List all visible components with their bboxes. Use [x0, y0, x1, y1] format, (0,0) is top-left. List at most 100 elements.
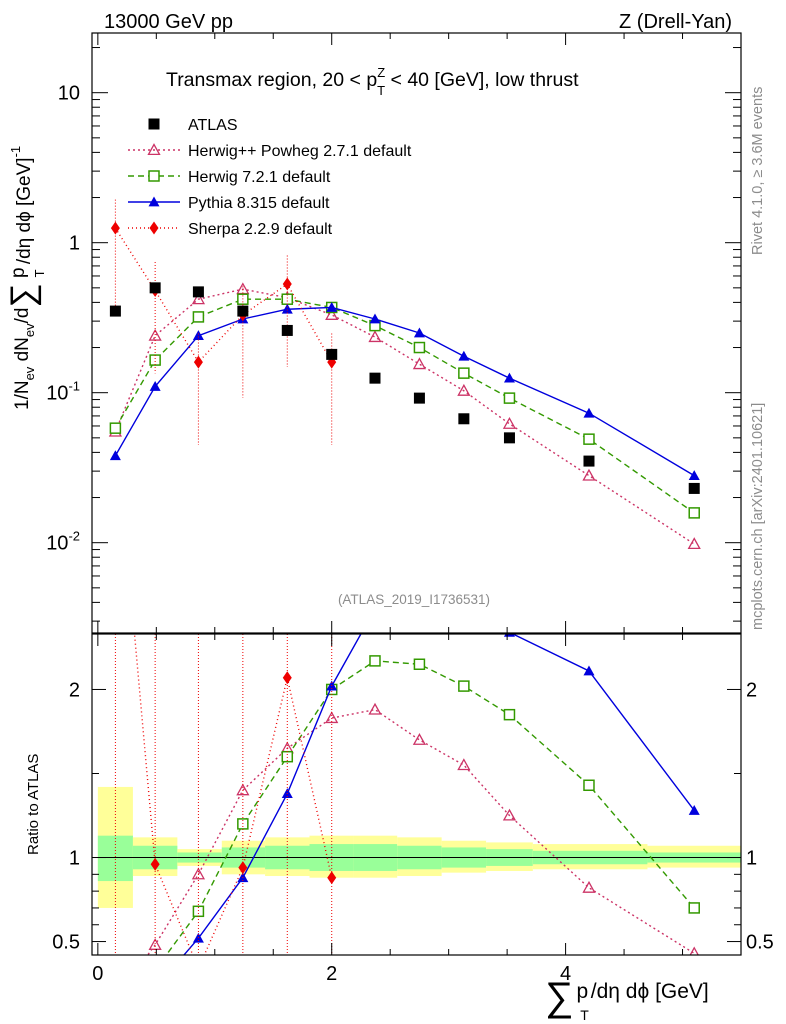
- ratio-point-0: [325, 711, 339, 724]
- axis-ticks: 0 2 4 10 1 10-1 10-2 0.5 0.5 1 1 2 2: [46, 33, 774, 985]
- series-point-2: [192, 330, 204, 341]
- ratio-point-2: [503, 634, 515, 637]
- ratio-point-0: [368, 702, 382, 715]
- atlas-data-point: [109, 305, 121, 317]
- header-right: Z (Drell-Yan): [619, 11, 732, 33]
- series-point-2: [458, 350, 470, 361]
- ratio-point-2: [414, 580, 425, 590]
- ratio-point-3: [150, 857, 160, 871]
- main-plot-frame: [91, 32, 742, 634]
- legend-marker: [147, 143, 161, 156]
- series-point-2: [109, 450, 121, 461]
- series-point-2: [688, 470, 700, 481]
- series-point-2: [413, 327, 425, 338]
- legend-label: ATLAS: [188, 117, 238, 134]
- ratio-point-1: [413, 658, 426, 671]
- series-point-0: [457, 383, 471, 396]
- atlas-data-point: [413, 392, 425, 404]
- ratio-point-0: [236, 783, 250, 796]
- plot-title: Transmax region, 20 < pZ T < 40 [GeV], lo…: [166, 65, 579, 98]
- ratio-tick-label: 2: [69, 679, 80, 701]
- series-point-0: [502, 416, 517, 429]
- y-tick-label: 10-1: [46, 379, 80, 405]
- band-green-bin: [97, 835, 133, 882]
- ratio-point-0: [689, 946, 699, 955]
- atlas-data-point: [281, 324, 293, 336]
- series-point-2: [583, 407, 595, 418]
- x-tick-label: 4: [560, 963, 571, 985]
- ratio-line-0: [146, 708, 695, 955]
- ratio-plot-frame: [91, 633, 742, 956]
- ratio-uncertainty-band: [97, 786, 741, 908]
- series-point-2: [149, 380, 161, 391]
- legend-label: Herwig++ Powheg 2.7.1 default: [188, 143, 412, 160]
- ratio-point-0: [582, 880, 596, 893]
- ratio-point-1: [503, 708, 516, 721]
- ratio-point-0: [412, 733, 427, 745]
- ratio-point-3: [327, 871, 337, 885]
- atlas-data-point: [326, 348, 338, 360]
- series-point-1: [192, 311, 205, 323]
- series-point-1: [503, 392, 516, 404]
- series-point-0: [582, 468, 596, 481]
- series-point-3: [110, 221, 120, 235]
- header-left: 13000 GeV pp: [104, 11, 233, 33]
- ratio-point-0: [502, 808, 517, 821]
- ratio-tick-label: 1: [69, 848, 80, 870]
- ratio-point-1: [110, 992, 120, 1002]
- series-point-2: [369, 313, 381, 324]
- ratio-plot-series: [110, 580, 700, 1012]
- y-tick-label: 1: [69, 233, 80, 255]
- legend-marker: [149, 221, 159, 235]
- ratio-point-1: [458, 680, 470, 692]
- x-tick-label: 2: [326, 963, 337, 985]
- series-line-2: [114, 306, 695, 477]
- ratio-point-0: [457, 758, 471, 771]
- series-line-3: [114, 227, 333, 364]
- series-point-1: [458, 367, 470, 379]
- x-axis-label: ∑ p T/dη dϕ [GeV]: [545, 975, 709, 1023]
- series-line-1: [114, 298, 695, 514]
- ratio-point-2: [688, 804, 700, 815]
- series-point-3: [282, 277, 292, 291]
- series-point-1: [583, 433, 595, 445]
- atlas-data-point: [458, 413, 470, 425]
- ratio-point-2: [583, 665, 595, 676]
- legend-label: Pythia 8.315 default: [188, 195, 330, 212]
- legend-label: Sherpa 2.2.9 default: [188, 221, 333, 238]
- main-plot-series: [108, 199, 701, 550]
- legend-label: Herwig 7.2.1 default: [188, 169, 331, 186]
- y-tick-label: 10: [58, 83, 80, 105]
- series-point-0: [687, 537, 701, 550]
- ratio-point-1: [583, 779, 595, 792]
- series-point-2: [326, 301, 338, 312]
- ratio-point-3: [238, 861, 248, 875]
- x-tick-label: 0: [92, 963, 103, 985]
- series-point-2: [281, 303, 293, 314]
- series-point-0: [412, 357, 427, 370]
- legend-marker: [148, 118, 160, 130]
- series-point-0: [368, 330, 382, 343]
- atlas-data-point: [503, 432, 515, 444]
- series-point-2: [503, 372, 515, 383]
- legend-marker: [148, 196, 160, 207]
- ratio-y-axis-label: Ratio to ATLAS: [25, 754, 42, 855]
- y-tick-label: 10-2: [46, 529, 80, 555]
- ratio-line-2: [183, 634, 695, 955]
- ratio-tick-label-right: 0.5: [746, 932, 774, 954]
- series-point-1: [688, 507, 700, 519]
- ratio-tick-label-right: 2: [746, 679, 757, 701]
- series-point-1: [281, 293, 294, 305]
- ratio-point-0: [110, 993, 121, 1003]
- ratio-line-3: [133, 634, 333, 955]
- series-line-0: [114, 288, 695, 545]
- ratio-point-1: [150, 965, 160, 975]
- ratio-point-2: [110, 1002, 121, 1012]
- series-point-1: [109, 422, 122, 434]
- ratio-point-2: [150, 983, 161, 993]
- atlas-data-point: [149, 282, 161, 294]
- series-point-1: [149, 354, 161, 366]
- ratio-tick-label-right: 1: [746, 848, 757, 870]
- ratio-point-1: [688, 902, 700, 914]
